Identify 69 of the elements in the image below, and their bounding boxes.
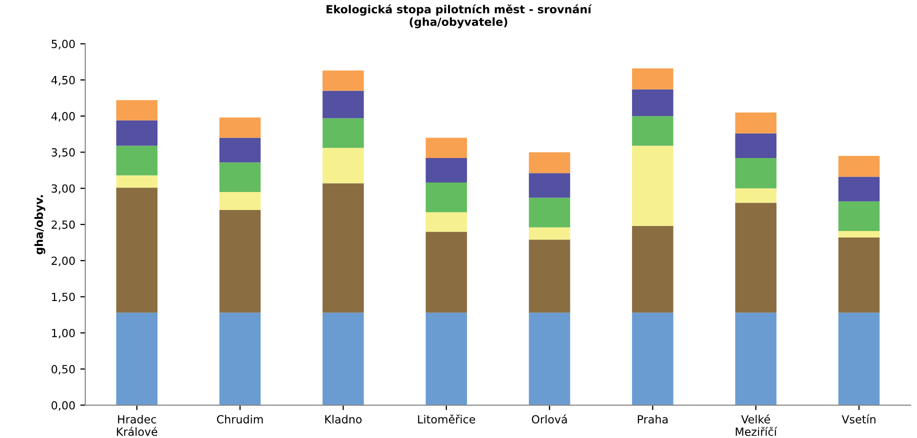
bar	[528, 173, 570, 198]
x-tick-label: Hradec Králové	[116, 414, 158, 436]
bar	[528, 240, 570, 313]
bar	[219, 312, 261, 406]
bar	[735, 112, 776, 134]
x-tick-label: Velké Meziříčí	[736, 414, 778, 436]
bar	[632, 89, 674, 116]
bar	[838, 201, 880, 231]
y-tick-label: 2,50	[52, 220, 75, 230]
bar	[219, 118, 261, 138]
x-tick-label: Kladno	[325, 414, 362, 424]
bar	[322, 183, 364, 313]
bar	[426, 158, 467, 183]
y-tick-label: 4,00	[51, 112, 75, 122]
x-tick-label: Praha	[638, 414, 668, 424]
bar	[528, 152, 570, 174]
y-tick-label: 1,50	[52, 292, 75, 302]
bar	[735, 133, 776, 158]
bar	[322, 90, 364, 118]
bar	[735, 188, 776, 203]
bar	[426, 138, 467, 158]
bar	[528, 312, 570, 406]
bar	[426, 182, 467, 212]
bar	[116, 100, 158, 120]
bar	[528, 198, 570, 228]
bar	[116, 120, 158, 146]
bar	[735, 312, 776, 406]
bar	[322, 148, 364, 184]
y-axis-title: gha/obyv.	[34, 195, 46, 254]
bar	[632, 146, 674, 226]
bar	[322, 70, 364, 91]
bar	[838, 237, 880, 313]
bar	[219, 138, 261, 162]
bar	[632, 226, 674, 313]
chart-title: Ekologická stopa pilotních měst - srovnání (gha/obyvatele)	[326, 4, 592, 28]
bar	[322, 118, 364, 148]
y-tick-label: 0,00	[52, 401, 75, 411]
bar	[322, 312, 364, 406]
y-tick-label: 3,50	[52, 148, 75, 158]
bar	[735, 202, 776, 313]
bar	[426, 212, 467, 232]
x-tick-label: Vsetín	[842, 414, 876, 424]
bar	[116, 188, 158, 313]
y-tick-label: 0,50	[52, 364, 75, 375]
bar	[219, 210, 261, 313]
bar	[632, 312, 674, 406]
x-tick-label: Orlová	[532, 414, 567, 424]
x-tick-label: Litoměřice	[418, 414, 476, 424]
bar	[838, 156, 880, 177]
y-tick-label: 2,00	[52, 256, 75, 266]
bar	[116, 175, 158, 188]
y-tick-label: 5,00	[52, 40, 75, 50]
bar	[632, 68, 674, 90]
bar	[219, 192, 261, 210]
y-tick-label: 3,00	[52, 184, 75, 194]
bar	[116, 312, 158, 406]
bar	[116, 146, 158, 176]
bar	[838, 230, 880, 238]
bar	[632, 116, 674, 146]
bar	[838, 312, 880, 406]
x-tick-label: Chrudim	[216, 414, 263, 424]
bar	[735, 158, 776, 188]
bar	[528, 227, 570, 240]
bar	[426, 312, 467, 406]
bar	[838, 176, 880, 202]
bar	[426, 232, 467, 313]
bar	[219, 162, 261, 192]
y-tick-label: 1,00	[52, 328, 75, 338]
y-tick-label: 4,50	[51, 76, 75, 86]
